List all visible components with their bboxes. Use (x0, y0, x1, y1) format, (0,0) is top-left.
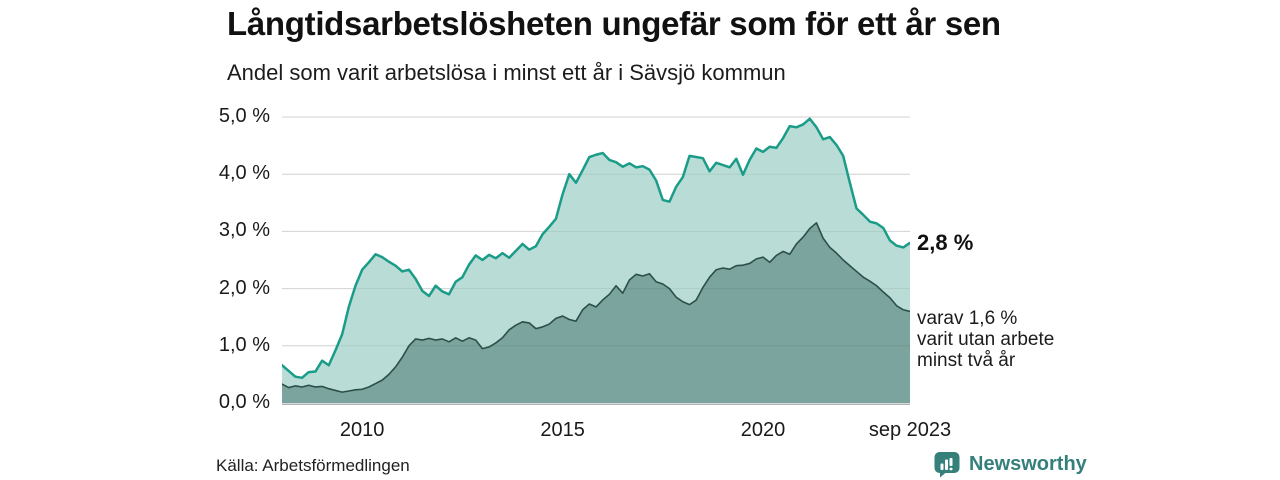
y-tick-label: 3,0 % (218, 219, 270, 242)
page-title: Långtidsarbetslösheten ungefär som för e… (227, 5, 1001, 42)
newsworthy-logo-text: Newsworthy (969, 452, 1087, 475)
annotation-line: varav 1,6 % (917, 308, 1018, 329)
y-tick-label: 1,0 % (218, 333, 270, 356)
annotation-line: varit utan arbete (917, 329, 1055, 350)
source-caption: Källa: Arbetsförmedlingen (216, 456, 410, 475)
y-tick-label: 2,0 % (218, 276, 270, 299)
annotation-line: minst två år (917, 350, 1016, 371)
area-fill-minst-två-år (282, 222, 910, 403)
series-end-value-label: 2,8 % (917, 230, 974, 255)
newsworthy-logo: Newsworthy (933, 450, 1087, 478)
chart-subtitle: Andel som varit arbetslösa i minst ett å… (227, 60, 786, 85)
line-minst-två-år (282, 222, 910, 393)
y-tick-label: 5,0 % (218, 105, 270, 128)
y-tick-label: 4,0 % (218, 162, 270, 185)
x-tick-label: 2015 (540, 419, 585, 441)
x-tick-label: 2010 (339, 419, 385, 441)
y-tick-label: 0,0 % (218, 391, 270, 414)
area-chart-plot (282, 116, 910, 405)
x-tick-label: 2020 (740, 419, 786, 441)
x-tick-label: sep 2023 (868, 419, 952, 441)
series-sub-annotation: varav 1,6 % varit utan arbete minst två år (917, 308, 1054, 371)
line-minst-ett-år (282, 117, 910, 380)
newsworthy-logo-icon (934, 452, 960, 478)
